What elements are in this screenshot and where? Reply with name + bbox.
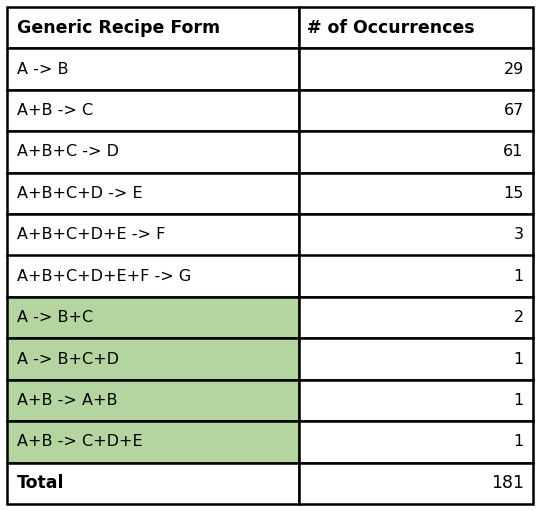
Text: A -> B+C+D: A -> B+C+D [17,352,119,366]
Bar [7,297,299,338]
Text: A+B -> C+D+E: A+B -> C+D+E [17,434,143,449]
Bar [7,338,299,380]
Bar [7,7,299,49]
Text: A+B+C+D+E -> F: A+B+C+D+E -> F [17,227,166,242]
Bar [7,214,299,256]
Text: # of Occurrences: # of Occurrences [307,19,475,37]
Text: 29: 29 [503,62,524,77]
Bar [7,421,299,462]
Bar [299,173,533,214]
Bar [299,338,533,380]
Bar [7,256,299,297]
Text: 67: 67 [503,103,524,118]
Text: A+B -> A+B: A+B -> A+B [17,393,118,408]
Bar [7,131,299,173]
Text: A+B -> C: A+B -> C [17,103,93,118]
Bar [7,462,299,504]
Text: 61: 61 [503,145,524,159]
Bar [299,421,533,462]
Text: 1: 1 [514,269,524,284]
Bar [7,49,299,90]
Text: A -> B: A -> B [17,62,69,77]
Text: 181: 181 [491,474,524,492]
Bar [299,380,533,421]
Bar [7,173,299,214]
Text: A+B+C+D+E+F -> G: A+B+C+D+E+F -> G [17,269,192,284]
Text: Total: Total [17,474,65,492]
Bar [299,131,533,173]
Bar [299,462,533,504]
Bar [299,256,533,297]
Text: A+B+C -> D: A+B+C -> D [17,145,119,159]
Bar [299,49,533,90]
Bar [299,214,533,256]
Bar [7,90,299,131]
Text: 1: 1 [514,352,524,366]
Text: A -> B+C: A -> B+C [17,310,93,325]
Text: 1: 1 [514,434,524,449]
Bar [7,380,299,421]
Bar [299,90,533,131]
Text: 3: 3 [514,227,524,242]
Text: A+B+C+D -> E: A+B+C+D -> E [17,186,143,201]
Text: Generic Recipe Form: Generic Recipe Form [17,19,220,37]
Bar [299,7,533,49]
Bar [299,297,533,338]
Text: 2: 2 [514,310,524,325]
Text: 15: 15 [503,186,524,201]
Text: 1: 1 [514,393,524,408]
